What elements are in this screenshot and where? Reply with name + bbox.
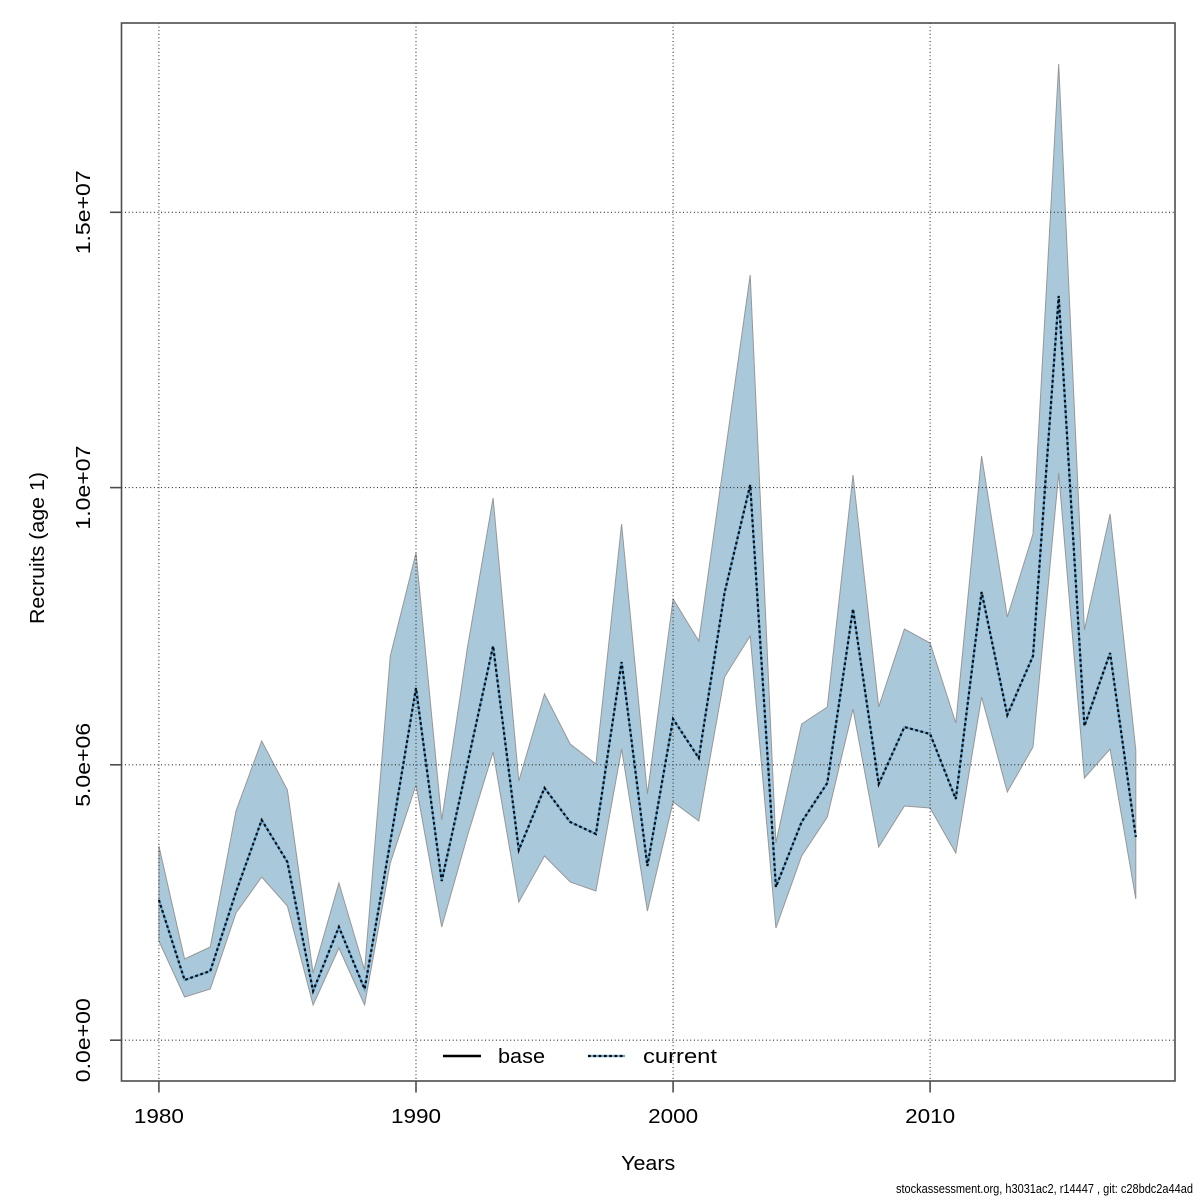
svg-text:2000: 2000 bbox=[648, 1106, 698, 1128]
svg-text:1990: 1990 bbox=[391, 1106, 441, 1128]
svg-text:current: current bbox=[643, 1046, 718, 1068]
svg-text:stockassessment.org, h3031ac2,: stockassessment.org, h3031ac2, r14447 , … bbox=[896, 1182, 1193, 1196]
svg-text:Years: Years bbox=[621, 1153, 675, 1175]
svg-text:5.0e+06: 5.0e+06 bbox=[73, 723, 95, 807]
svg-text:Recruits (age 1): Recruits (age 1) bbox=[27, 472, 49, 624]
svg-text:1.5e+07: 1.5e+07 bbox=[73, 170, 95, 254]
svg-text:1.0e+07: 1.0e+07 bbox=[73, 446, 95, 530]
svg-text:2010: 2010 bbox=[905, 1106, 955, 1128]
svg-text:0.0e+00: 0.0e+00 bbox=[73, 998, 95, 1082]
svg-text:base: base bbox=[498, 1046, 545, 1068]
svg-text:1980: 1980 bbox=[134, 1106, 184, 1128]
